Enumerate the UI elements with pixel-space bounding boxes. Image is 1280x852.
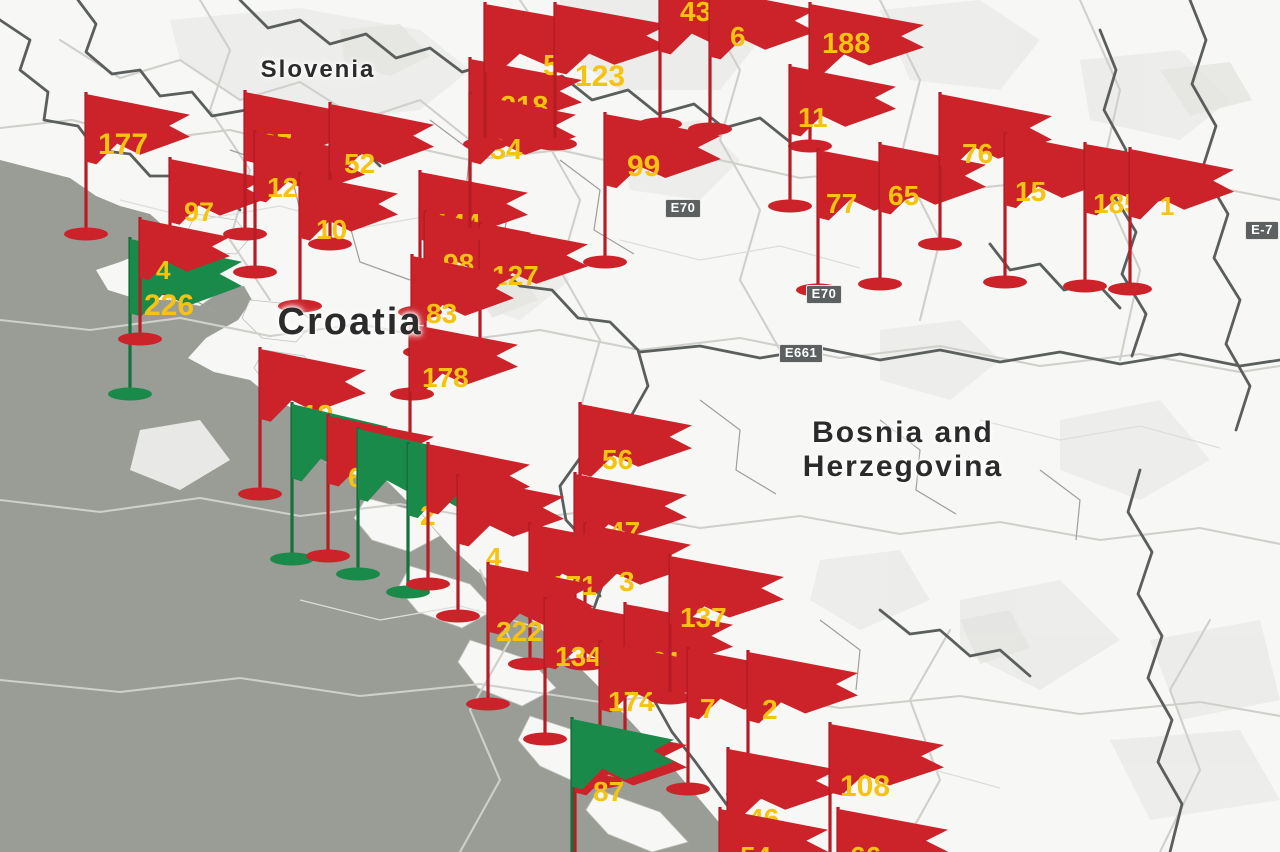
flag-glyph bbox=[768, 64, 896, 213]
flag-glyph bbox=[918, 92, 1052, 251]
flag-value-label: 6 bbox=[730, 21, 746, 52]
flag-value-label: 174 bbox=[608, 686, 655, 717]
map-flag-marker[interactable]: 177 bbox=[64, 90, 194, 241]
map-flag-marker[interactable]: 66 bbox=[828, 805, 952, 852]
map-flag-marker[interactable]: 19 bbox=[238, 345, 370, 501]
flag-glyph bbox=[726, 747, 838, 852]
flag-value-label: 3 bbox=[619, 566, 635, 597]
flag-value-label: 15 bbox=[1015, 176, 1047, 207]
map-flag-marker[interactable]: 52 bbox=[308, 100, 438, 251]
map-flag-marker[interactable]: 6 bbox=[688, 0, 820, 136]
flag-glyph bbox=[570, 717, 674, 852]
flag-value-label: 226 bbox=[144, 289, 195, 322]
flag-value-label: 66 bbox=[850, 843, 881, 852]
flag-glyph bbox=[390, 254, 514, 401]
map-flag-marker[interactable]: 123 bbox=[533, 0, 673, 151]
flag-glyph bbox=[828, 722, 944, 852]
flag-value-label: 222 bbox=[496, 616, 543, 647]
map-flag-marker[interactable]: 108 bbox=[820, 720, 948, 852]
flag-value-label: 123 bbox=[575, 60, 626, 93]
map-flag-marker[interactable] bbox=[562, 715, 678, 852]
map-flag-marker[interactable]: 137 bbox=[648, 552, 788, 705]
flag-glyph bbox=[718, 807, 828, 852]
flag-value-label: 87 bbox=[593, 776, 625, 807]
flag-value-label: 97 bbox=[184, 197, 215, 227]
flag-value-label: 76 bbox=[962, 138, 994, 169]
flag-value-label: 10 bbox=[316, 214, 348, 245]
flag-value-label: 188 bbox=[822, 28, 871, 60]
flag-glyph bbox=[858, 142, 986, 291]
map-flag-marker[interactable]: 76 bbox=[918, 90, 1056, 251]
flag-value-label: 65 bbox=[888, 180, 920, 211]
flag-value-label: 43 bbox=[680, 0, 712, 27]
flag-glyph bbox=[688, 0, 816, 136]
map-flag-marker[interactable]: 222 bbox=[466, 560, 598, 711]
flag-value-label: 108 bbox=[840, 770, 891, 803]
flag-value-label: 2 bbox=[762, 694, 778, 725]
flag-glyph bbox=[436, 474, 564, 623]
flag-value-label: 178 bbox=[422, 362, 469, 393]
flag-value-label: 137 bbox=[680, 602, 727, 633]
flag-value-label: 77 bbox=[826, 188, 858, 219]
flag-value-label: 4 bbox=[156, 255, 171, 285]
map-flag-marker[interactable]: 11 bbox=[768, 62, 900, 213]
flag-glyph bbox=[238, 347, 366, 501]
map-flag-marker[interactable]: 83 bbox=[390, 252, 518, 401]
flag-value-label: 99 bbox=[627, 150, 661, 183]
map-flag-marker[interactable]: 4 bbox=[118, 215, 234, 346]
flag-glyph bbox=[308, 102, 434, 251]
flag-glyph bbox=[406, 442, 530, 591]
map-flag-marker[interactable]: 1 bbox=[1108, 145, 1238, 296]
flag-value-label: 56 bbox=[602, 444, 634, 475]
flag-glyph bbox=[1108, 147, 1234, 296]
flag-value-label: 52 bbox=[344, 148, 376, 179]
flag-glyph bbox=[836, 807, 948, 852]
flag-glyph bbox=[64, 92, 190, 241]
flag-value-label: 134 bbox=[555, 641, 602, 672]
flag-value-label: 83 bbox=[426, 298, 458, 329]
flag-glyph bbox=[278, 172, 398, 313]
map-flag-marker[interactable]: 65 bbox=[858, 140, 990, 291]
map-flag-marker[interactable]: 10 bbox=[278, 170, 402, 313]
flag-glyph bbox=[466, 562, 594, 711]
flag-glyph bbox=[648, 554, 784, 705]
flag-value-label: 54 bbox=[740, 843, 771, 852]
flag-value-label: 7 bbox=[700, 693, 716, 724]
flag-value-label: 1 bbox=[1160, 191, 1175, 221]
flag-glyph bbox=[118, 217, 230, 346]
flag-value-label: 177 bbox=[98, 128, 149, 161]
flag-glyph bbox=[533, 2, 669, 151]
flag-value-label: 11 bbox=[798, 102, 828, 133]
map-flag-marker[interactable]: 54 bbox=[710, 805, 832, 852]
